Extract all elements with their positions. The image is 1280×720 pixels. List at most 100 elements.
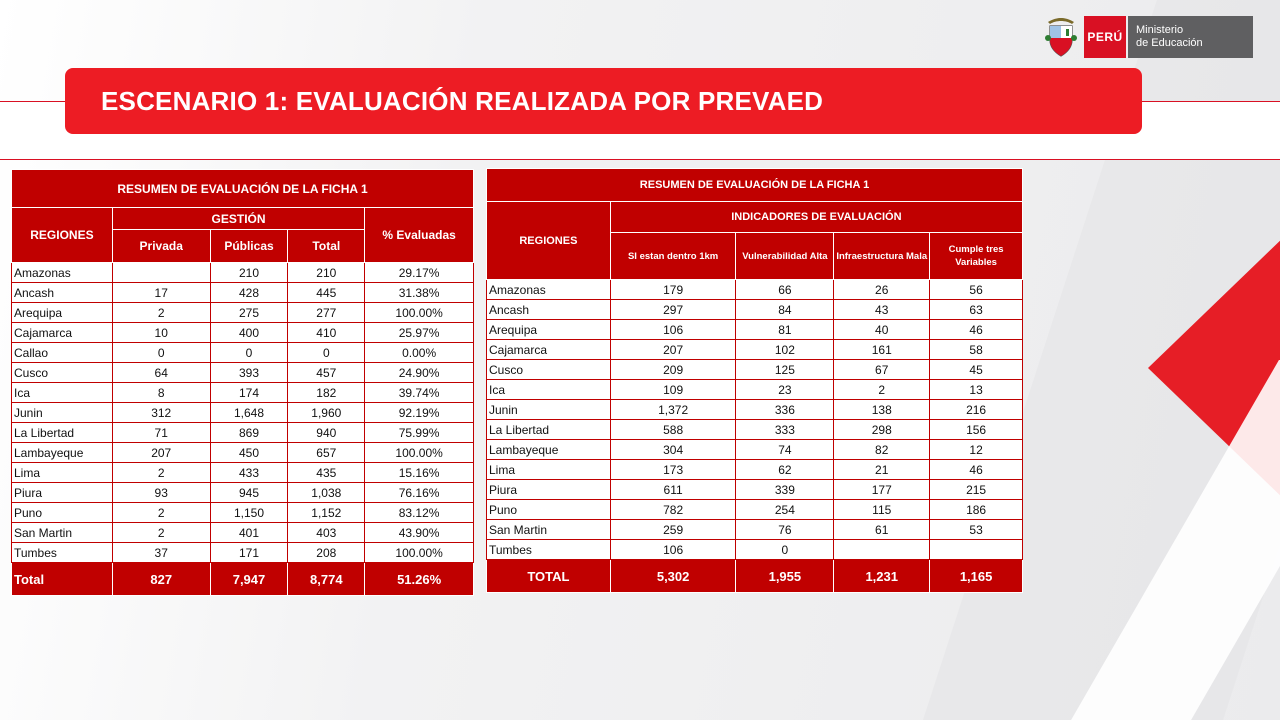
cell-km: 782	[609, 499, 737, 520]
cell-total: 435	[287, 462, 366, 483]
total-cell-label: Total	[11, 562, 113, 596]
cell-km: 611	[609, 479, 737, 500]
cell-privada: 312	[111, 402, 211, 423]
cell-total: 1,152	[287, 502, 366, 523]
title-bar: ESCENARIO 1: EVALUACIÓN REALIZADA POR PR…	[65, 68, 1142, 134]
cell-total: 403	[287, 522, 366, 543]
column-header-evaluadas: % Evaluadas	[364, 207, 474, 263]
page-title: ESCENARIO 1: EVALUACIÓN REALIZADA POR PR…	[101, 85, 824, 116]
cell-region: Lambayeque	[486, 439, 611, 460]
cell-vuln: 66	[735, 279, 835, 300]
cell-region: Ica	[486, 379, 611, 400]
cell-infra: 61	[833, 519, 931, 540]
cell-region: Lima	[11, 462, 113, 483]
cell-publicas: 171	[209, 542, 289, 563]
cell-cumple: 216	[929, 399, 1023, 420]
total-row: Total 827 7,947 8,774 51.26%	[11, 562, 474, 596]
cell-publicas: 401	[209, 522, 289, 543]
cell-pct: 100.00%	[364, 302, 474, 323]
cell-cumple: 215	[929, 479, 1023, 500]
cell-pct: 76.16%	[364, 482, 474, 503]
table-row: Puno 782 254 115 186	[486, 499, 1023, 520]
cell-infra: 298	[833, 419, 931, 440]
cell-publicas: 393	[209, 362, 289, 383]
cell-km: 259	[609, 519, 737, 540]
cell-publicas: 428	[209, 282, 289, 303]
peru-logo-box: PERÚ	[1084, 16, 1126, 58]
table-row: La Libertad 71 869 940 75.99%	[11, 422, 474, 443]
cell-cumple: 186	[929, 499, 1023, 520]
cell-vuln: 102	[735, 339, 835, 360]
cell-total: 0	[287, 342, 366, 363]
table-row: Cajamarca 10 400 410 25.97%	[11, 322, 474, 343]
table-body: Amazonas 210 210 29.17% Ancash 17 428 445 31.38%…	[11, 262, 474, 596]
cell-infra: 82	[833, 439, 931, 460]
cell-privada: 71	[111, 422, 211, 443]
column-header-1km: SI estan dentro 1km	[609, 232, 737, 280]
cell-pct: 39.74%	[364, 382, 474, 403]
cell-pct: 100.00%	[364, 542, 474, 563]
table-row: Arequipa 106 81 40 46	[486, 319, 1023, 340]
cell-privada: 8	[111, 382, 211, 403]
cell-publicas: 400	[209, 322, 289, 343]
table-row: Ancash 17 428 445 31.38%	[11, 282, 474, 303]
cell-cumple: 58	[929, 339, 1023, 360]
table-row: Puno 2 1,150 1,152 83.12%	[11, 502, 474, 523]
cell-pct: 83.12%	[364, 502, 474, 523]
cell-total: 657	[287, 442, 366, 463]
table-row: Callao 0 0 0 0.00%	[11, 342, 474, 363]
cell-infra: 115	[833, 499, 931, 520]
cell-pct: 29.17%	[364, 262, 474, 283]
total-cell-privada: 827	[111, 562, 211, 596]
cell-vuln: 333	[735, 419, 835, 440]
cell-infra	[833, 539, 931, 560]
cell-privada: 207	[111, 442, 211, 463]
cell-publicas: 1,150	[209, 502, 289, 523]
cell-infra: 2	[833, 379, 931, 400]
cell-region: Cajamarca	[486, 339, 611, 360]
cell-pct: 25.97%	[364, 322, 474, 343]
cell-region: Ancash	[486, 299, 611, 320]
table-body: Amazonas 179 66 26 56 Ancash 297 84 43 63 Arequipa…	[486, 279, 1023, 593]
cell-infra: 43	[833, 299, 931, 320]
cell-publicas: 869	[209, 422, 289, 443]
ministry-name-line2: de Educación	[1136, 37, 1203, 49]
cell-km: 179	[609, 279, 737, 300]
table-row: Tumbes 106 0	[486, 539, 1023, 560]
cell-pct: 0.00%	[364, 342, 474, 363]
cell-privada: 64	[111, 362, 211, 383]
cell-vuln: 74	[735, 439, 835, 460]
total-row: TOTAL 5,302 1,955 1,231 1,165	[486, 559, 1023, 593]
cell-privada: 2	[111, 462, 211, 483]
column-header-vulnerabilidad: Vulnerabilidad Alta	[735, 232, 835, 280]
column-header-total: Total	[287, 229, 366, 263]
cell-km: 209	[609, 359, 737, 380]
total-cell-total: 8,774	[287, 562, 366, 596]
table-row: Junin 312 1,648 1,960 92.19%	[11, 402, 474, 423]
cell-privada: 10	[111, 322, 211, 343]
table-row: San Martin 2 401 403 43.90%	[11, 522, 474, 543]
cell-publicas: 945	[209, 482, 289, 503]
cell-region: Tumbes	[486, 539, 611, 560]
total-cell-publicas: 7,947	[209, 562, 289, 596]
cell-cumple: 46	[929, 319, 1023, 340]
column-header-publicas: Públicas	[209, 229, 289, 263]
table-row: Lima 2 433 435 15.16%	[11, 462, 474, 483]
cell-vuln: 254	[735, 499, 835, 520]
cell-cumple: 45	[929, 359, 1023, 380]
table-row: Lambayeque 304 74 82 12	[486, 439, 1023, 460]
table-row: Amazonas 210 210 29.17%	[11, 262, 474, 283]
cell-km: 304	[609, 439, 737, 460]
cell-privada: 2	[111, 502, 211, 523]
cell-vuln: 84	[735, 299, 835, 320]
cell-infra: 177	[833, 479, 931, 500]
cell-privada: 93	[111, 482, 211, 503]
cell-publicas: 174	[209, 382, 289, 403]
cell-vuln: 0	[735, 539, 835, 560]
ministry-logo: PERÚ Ministerio de Educación	[1044, 16, 1253, 58]
cell-publicas: 1,648	[209, 402, 289, 423]
cell-region: Piura	[11, 482, 113, 503]
cell-total: 210	[287, 262, 366, 283]
cell-total: 208	[287, 542, 366, 563]
cell-km: 106	[609, 319, 737, 340]
